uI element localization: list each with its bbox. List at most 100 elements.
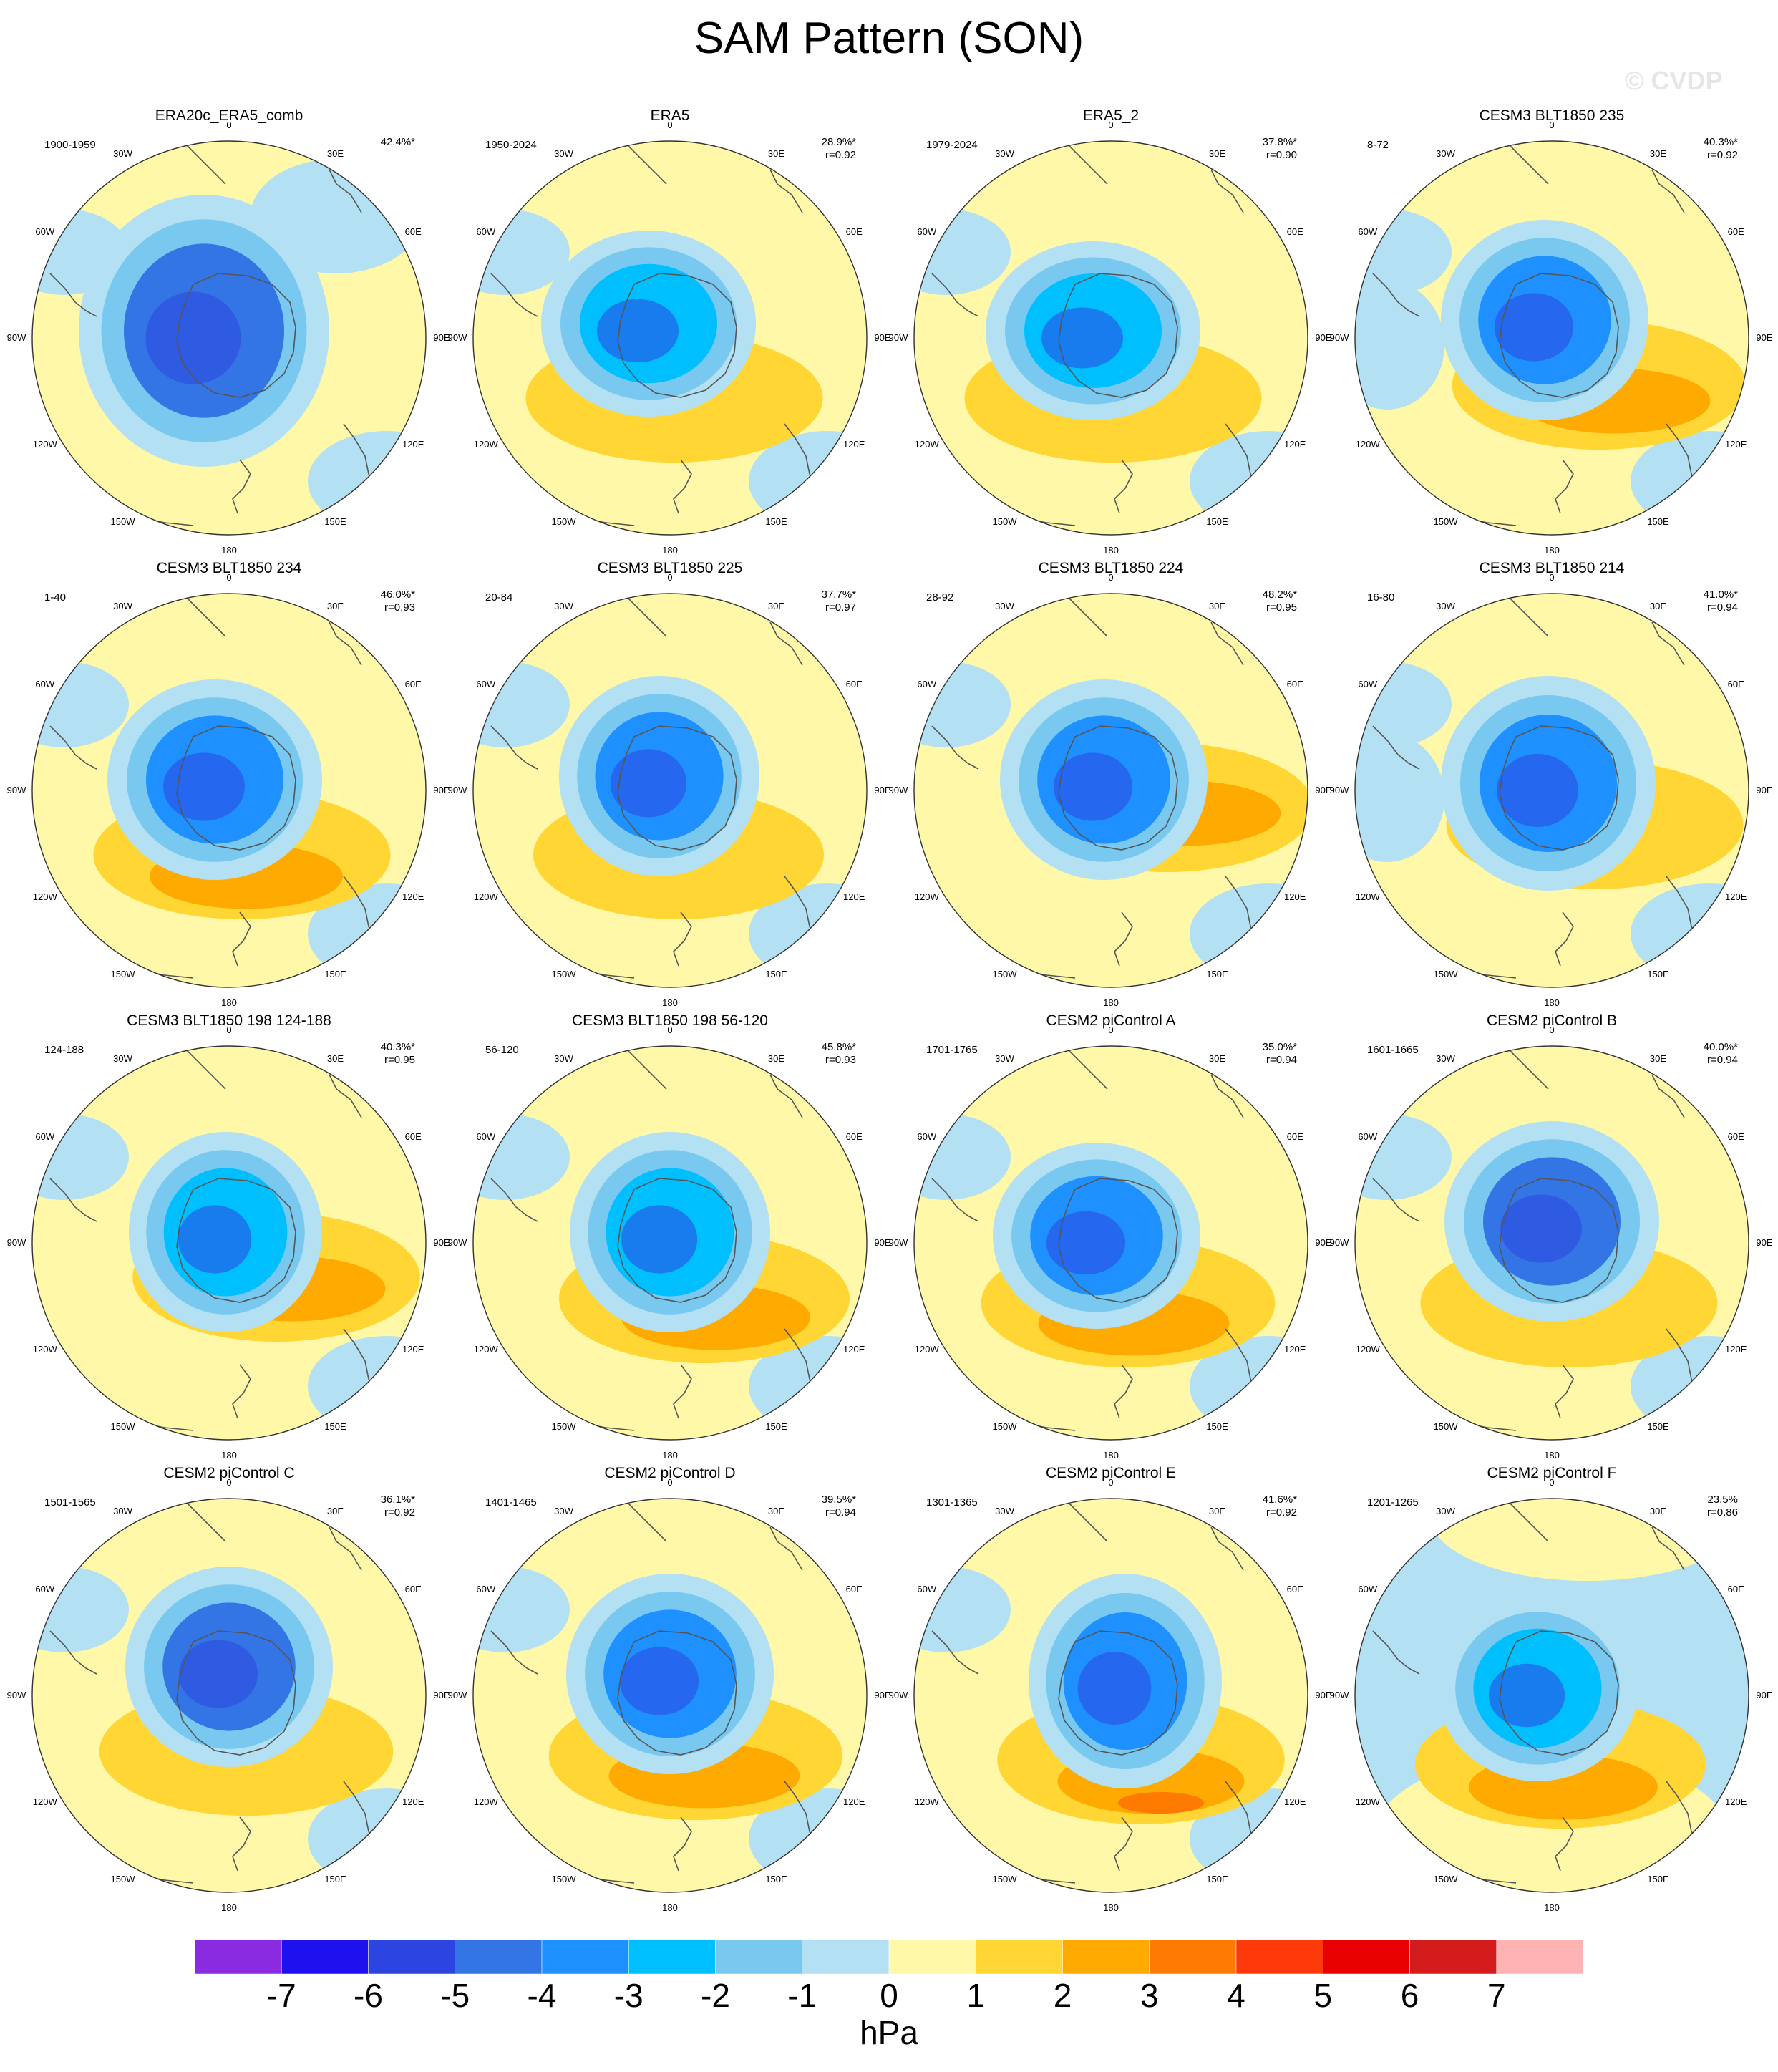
- polar-map: [31, 140, 427, 536]
- longitude-label: 120W: [1355, 438, 1380, 450]
- longitude-label: 30W: [554, 600, 573, 611]
- coastline: [1508, 1501, 1549, 1542]
- longitude-label: 90W: [888, 332, 908, 343]
- coastline: [185, 596, 226, 637]
- panel-variance-explained: 40.3%*: [380, 1041, 415, 1053]
- panel-pattern-correlation: r=0.93: [825, 1054, 856, 1066]
- panel-period: 1401-1465: [485, 1496, 537, 1509]
- coastline: [1555, 1364, 1574, 1419]
- panel-title: CESM3 BLT1850 198 124-188: [127, 1012, 331, 1029]
- longitude-label: 30W: [1436, 147, 1455, 159]
- longitude-label: 60W: [1358, 1131, 1378, 1142]
- panel-variance-explained: 48.2%*: [1262, 589, 1297, 601]
- longitude-label: 60E: [1286, 1583, 1303, 1594]
- longitude-label: 120W: [32, 891, 57, 902]
- longitude-label: 150E: [324, 1874, 346, 1885]
- negative-anomaly-core: [1041, 307, 1123, 369]
- map-border: [1354, 1045, 1749, 1441]
- negative-anomaly-core: [178, 1205, 252, 1274]
- antarctica-coastline: [1499, 273, 1619, 398]
- panel-pattern-correlation: r=0.86: [1707, 1506, 1738, 1519]
- panel-pattern-correlation: r=0.92: [1266, 1506, 1297, 1519]
- panel-title: CESM3 BLT1850 198 56-120: [572, 1012, 768, 1029]
- longitude-label: 90E: [1315, 785, 1332, 795]
- colorbar-swatch: [715, 1940, 802, 1975]
- longitude-label: 30W: [113, 1505, 132, 1516]
- longitude-label: 0: [1108, 120, 1114, 130]
- negative-anomaly-core: [1077, 1652, 1152, 1725]
- coastline: [1651, 621, 1685, 666]
- longitude-label: 90W: [447, 1237, 467, 1248]
- coastline: [626, 1501, 667, 1542]
- longitude-label: 90E: [874, 785, 891, 795]
- field-patch: [32, 1567, 129, 1652]
- field-patch: [1430, 1499, 1745, 1581]
- longitude-label: 120W: [32, 1796, 57, 1807]
- longitude-label: 150W: [551, 1421, 576, 1433]
- colorbar-tick-label: 2: [1053, 1977, 1072, 2014]
- coastline: [626, 1049, 667, 1090]
- coastline: [626, 596, 667, 637]
- longitude-label: 30E: [326, 600, 344, 611]
- longitude-label: 180: [1544, 545, 1560, 556]
- longitude-label: 180: [221, 997, 237, 1008]
- coastline: [232, 1364, 251, 1419]
- coastline: [329, 621, 362, 666]
- longitude-label: 60E: [404, 226, 422, 237]
- panel-period: 56-120: [485, 1044, 519, 1056]
- longitude-label: 60W: [35, 1131, 55, 1142]
- coastline: [1372, 725, 1420, 770]
- longitude-label: 30E: [326, 1505, 344, 1516]
- longitude-label: 120E: [843, 1343, 865, 1355]
- map-border: [913, 593, 1308, 988]
- coastline: [1210, 1526, 1244, 1571]
- longitude-label: 150E: [1647, 1421, 1669, 1433]
- antarctica-coastline: [617, 1630, 737, 1756]
- longitude-label: 150E: [765, 516, 787, 528]
- coastline: [49, 725, 97, 770]
- coastline: [49, 1178, 97, 1222]
- colorbar-tick-label: -7: [266, 1977, 296, 2014]
- map-border: [472, 140, 868, 536]
- antarctica-coastline: [1058, 273, 1178, 398]
- longitude-label: 90W: [1329, 332, 1349, 343]
- coastline: [1555, 911, 1574, 967]
- longitude-label: 60W: [917, 1131, 937, 1142]
- coastline: [490, 273, 538, 317]
- negative-anomaly-core: [597, 299, 679, 363]
- figure-title: SAM Pattern (SON): [694, 14, 1084, 63]
- panel-title: CESM3 BLT1850 214: [1479, 560, 1625, 576]
- longitude-label: 0: [667, 120, 673, 130]
- longitude-label: 120W: [914, 1343, 939, 1355]
- colorbar-swatch: [541, 1940, 629, 1975]
- panel-title: CESM2 piControl F: [1487, 1465, 1617, 1481]
- coastline: [329, 1074, 362, 1118]
- longitude-label: 150W: [110, 516, 135, 528]
- coastline: [1114, 459, 1133, 514]
- coastline: [1508, 596, 1549, 637]
- map-border: [31, 140, 427, 536]
- longitude-label: 30W: [113, 1052, 132, 1064]
- longitude-label: 30E: [326, 1052, 344, 1064]
- longitude-label: 180: [1544, 1450, 1560, 1461]
- field-patch: [473, 1114, 570, 1200]
- coastline: [673, 1364, 692, 1419]
- longitude-label: 120W: [914, 1796, 939, 1807]
- panel-title: CESM2 piControl A: [1046, 1012, 1176, 1029]
- polar-map: [472, 1045, 868, 1441]
- antarctica-coastline: [176, 1178, 296, 1303]
- panel-title: CESM3 BLT1850 224: [1038, 560, 1184, 576]
- longitude-label: 60E: [1286, 678, 1303, 689]
- longitude-label: 150E: [1206, 1421, 1228, 1433]
- longitude-label: 60W: [917, 678, 937, 689]
- longitude-label: 150E: [765, 1421, 787, 1433]
- coastline: [490, 725, 538, 770]
- map-border: [472, 593, 868, 988]
- coastline: [1651, 1074, 1685, 1118]
- longitude-label: 90W: [447, 785, 467, 795]
- longitude-label: 120E: [402, 891, 424, 902]
- antarctica-coastline: [176, 725, 296, 851]
- longitude-label: 90W: [447, 332, 467, 343]
- longitude-label: 60W: [917, 1583, 937, 1594]
- coastline: [49, 1630, 97, 1675]
